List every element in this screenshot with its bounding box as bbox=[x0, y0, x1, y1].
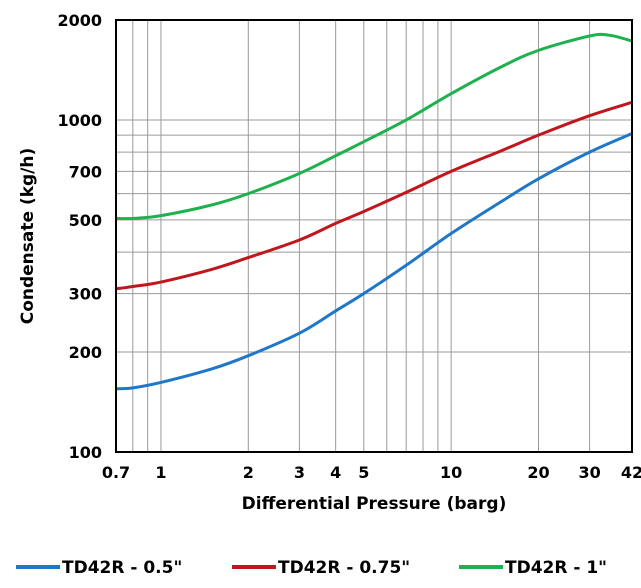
legend-label-2: TD42R - 0.75" bbox=[278, 558, 410, 578]
x-tick-label: 3 bbox=[294, 463, 305, 482]
series-line-3 bbox=[115, 32, 633, 221]
x-tick-label: 4 bbox=[330, 463, 341, 482]
y-axis-title: Condensate (kg/h) bbox=[18, 148, 38, 325]
legend: TD42R - 0.5" TD42R - 0.75" TD42R - 1" bbox=[16, 558, 607, 578]
y-tick-label: 200 bbox=[69, 343, 102, 362]
x-axis-title: Differential Pressure (barg) bbox=[242, 494, 507, 514]
grid-lines bbox=[115, 19, 633, 453]
legend-label-3: TD42R - 1" bbox=[505, 558, 607, 578]
x-tick-label: 2 bbox=[243, 463, 254, 482]
series-line-1 bbox=[115, 132, 633, 391]
x-tick-label: 0.7 bbox=[102, 463, 130, 482]
x-tick-label: 1 bbox=[155, 463, 166, 482]
x-tick-label: 30 bbox=[578, 463, 600, 482]
series-line-2 bbox=[115, 100, 633, 291]
x-tick-label: 42 bbox=[621, 463, 641, 482]
y-tick-label: 700 bbox=[69, 162, 102, 181]
x-tick-label: 10 bbox=[440, 463, 462, 482]
x-tick-labels: 0.7 1 2 3 4 5 10 20 30 42 bbox=[102, 463, 641, 482]
y-tick-labels: 100 200 300 500 700 1000 2000 bbox=[57, 11, 102, 462]
x-tick-label: 5 bbox=[358, 463, 369, 482]
y-tick-label: 300 bbox=[69, 285, 102, 304]
y-tick-label: 100 bbox=[69, 443, 102, 462]
x-tick-label: 20 bbox=[527, 463, 549, 482]
y-tick-label: 500 bbox=[69, 211, 102, 230]
y-tick-label: 1000 bbox=[57, 111, 102, 130]
legend-label-1: TD42R - 0.5" bbox=[62, 558, 182, 578]
plot-frame bbox=[115, 19, 633, 453]
y-tick-label: 2000 bbox=[57, 11, 102, 30]
series-lines bbox=[115, 32, 633, 391]
